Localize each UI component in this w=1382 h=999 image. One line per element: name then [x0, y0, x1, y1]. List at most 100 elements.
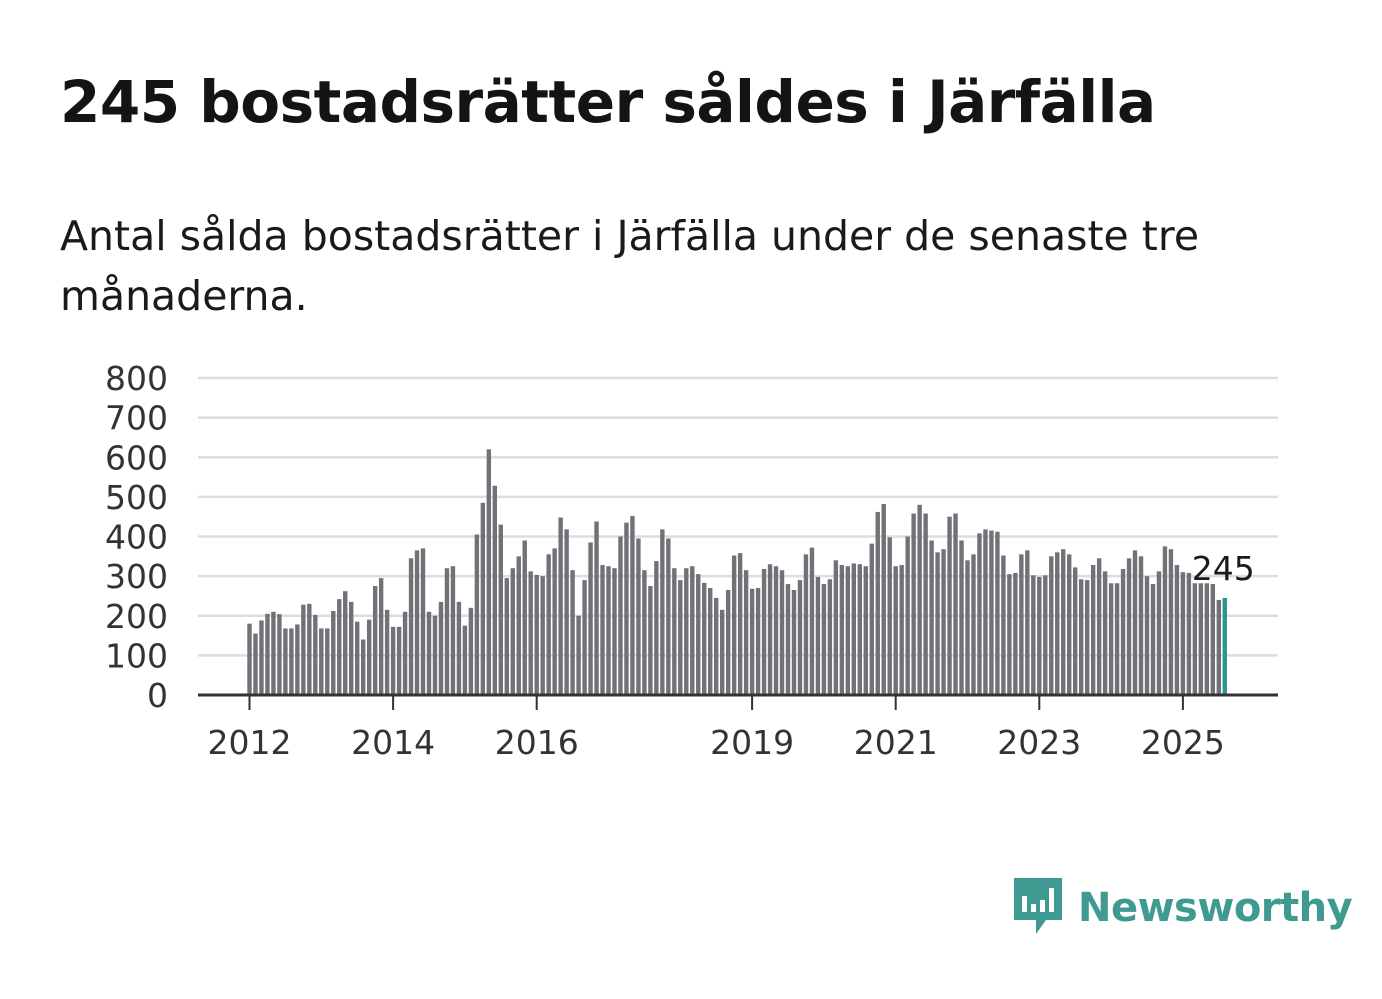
x-tick-label: 2025	[1141, 723, 1225, 762]
bar	[522, 540, 527, 695]
bar	[755, 588, 761, 695]
bar	[1144, 576, 1150, 695]
bar	[438, 601, 444, 695]
page-title: 245 bostadsrätter såldes i Järfälla	[60, 68, 1156, 136]
bar	[1019, 554, 1024, 695]
bar	[1126, 558, 1132, 695]
bar	[630, 515, 635, 695]
y-tick-label: 300	[105, 557, 168, 596]
bar	[1055, 552, 1060, 695]
bar	[1180, 572, 1186, 695]
bar-series	[247, 449, 1227, 695]
brand-logo: Newsworthy	[1010, 876, 1353, 940]
bar	[1096, 558, 1102, 695]
bar	[893, 566, 898, 695]
bar	[702, 582, 707, 695]
bar	[319, 628, 324, 695]
bar	[540, 576, 545, 695]
bar	[636, 538, 641, 695]
bar	[642, 570, 647, 695]
bar	[1192, 583, 1198, 695]
bar	[953, 513, 958, 695]
bar	[390, 626, 396, 695]
bar	[355, 621, 360, 695]
x-tick-label: 2012	[208, 723, 292, 762]
bar	[1162, 546, 1168, 695]
bar	[271, 611, 276, 695]
bar	[666, 538, 671, 695]
bar	[486, 449, 492, 695]
bar	[1001, 555, 1006, 695]
bar	[426, 611, 432, 695]
bar	[1043, 575, 1048, 695]
bar	[881, 504, 886, 695]
bar	[684, 568, 689, 695]
bar	[253, 633, 258, 695]
bar	[295, 624, 300, 695]
bar	[1037, 576, 1042, 695]
bar	[690, 566, 695, 695]
y-tick-label: 400	[105, 518, 168, 557]
bar	[941, 549, 946, 695]
bar	[325, 628, 330, 695]
bar	[277, 614, 282, 695]
bar	[462, 625, 468, 695]
bar	[654, 561, 659, 695]
bar	[594, 521, 599, 695]
bar	[1084, 580, 1090, 695]
bar	[420, 548, 426, 695]
bar	[809, 547, 815, 695]
x-tick-label: 2021	[854, 723, 938, 762]
bar	[995, 531, 1000, 695]
chart-subtitle: Antal sålda bostadsrätter i Järfälla und…	[60, 212, 1200, 320]
bar	[307, 603, 312, 695]
bar	[1156, 571, 1162, 695]
bar	[480, 502, 486, 695]
bar	[1132, 550, 1138, 695]
x-tick-label: 2023	[997, 723, 1081, 762]
bar	[791, 589, 797, 695]
bar	[265, 613, 270, 695]
bar	[372, 586, 378, 695]
bar	[1108, 583, 1114, 695]
bar	[714, 597, 719, 695]
bar	[1090, 565, 1096, 695]
bar	[923, 513, 928, 695]
bar	[558, 517, 563, 695]
bar	[450, 566, 456, 695]
bar	[1025, 550, 1030, 695]
bar	[1168, 549, 1174, 695]
bar	[845, 566, 851, 695]
bar	[899, 565, 904, 695]
bar	[725, 589, 731, 695]
bar	[1174, 565, 1180, 695]
bar	[959, 540, 964, 695]
bar	[570, 570, 575, 695]
bar	[456, 601, 462, 695]
brand-name: Newsworthy	[1078, 885, 1353, 931]
bar	[384, 609, 390, 695]
bar	[600, 565, 605, 695]
bar	[552, 548, 557, 695]
bar	[803, 554, 809, 695]
bar	[1138, 556, 1144, 695]
bar	[444, 568, 450, 695]
bar	[929, 540, 934, 695]
bar	[1114, 583, 1120, 695]
bar	[863, 566, 868, 695]
bar	[564, 529, 569, 695]
bar	[869, 543, 874, 695]
bar	[1078, 579, 1084, 695]
bar	[528, 571, 533, 695]
x-axis-tick-labels: 2012 2014 2016 2019 2021 2023 2025	[208, 695, 1225, 762]
last-value-label: 245	[1192, 549, 1255, 588]
bar	[1061, 549, 1066, 695]
bar	[660, 529, 665, 695]
bar	[1198, 583, 1204, 695]
bar	[977, 533, 982, 695]
bar	[708, 588, 713, 695]
bar	[875, 511, 880, 695]
y-tick-label: 600	[105, 438, 168, 477]
bar	[743, 570, 749, 695]
